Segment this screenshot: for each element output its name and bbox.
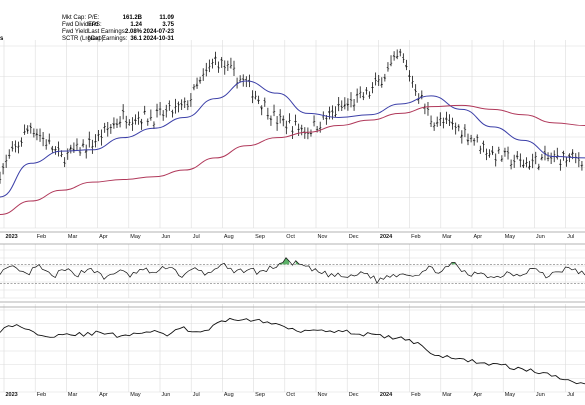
stat-label-fwd-yield: Fwd Yield: <box>62 29 90 36</box>
stat-value-last-earnings: 2024-07-23 <box>128 29 174 36</box>
x-axis-ticks: 2023 Feb Mar Apr May Jun Jul Aug Sep Oct Nov Dec 202… <box>6 234 575 398</box>
x-tick-label: Apr <box>99 392 108 398</box>
stat-label-last-earnings: Last Earnings: <box>88 29 126 36</box>
x-tick-label: Jul <box>193 392 200 398</box>
x-tick-label: Apr <box>99 234 108 240</box>
x-tick-label: Feb <box>37 234 46 240</box>
x-tick-label: Mar <box>68 234 78 240</box>
grid-layer <box>0 40 585 392</box>
stat-label-pe: P/E: <box>88 15 99 22</box>
moving-average-long-line <box>0 105 585 214</box>
stat-label-mktcap: Mkt Cap: <box>62 15 86 22</box>
x-tick-label: May <box>505 234 516 240</box>
x-tick-label: May <box>130 234 141 240</box>
x-tick-label: Nov <box>318 392 328 398</box>
x-tick-label: Jun <box>162 392 171 398</box>
x-tick-label: Mar <box>442 234 452 240</box>
x-tick-label: Feb <box>411 392 420 398</box>
x-tick-label: Aug <box>224 234 234 240</box>
x-tick-label: Jun <box>536 234 545 240</box>
x-tick-label: Mar <box>68 392 78 398</box>
price-panel <box>0 49 585 215</box>
oscillator-line <box>0 258 585 284</box>
x-tick-label: Aug <box>224 392 234 398</box>
x-tick-label: Oct <box>286 234 295 240</box>
x-tick-label: Dec <box>349 392 359 398</box>
x-tick-label: 2024 <box>380 392 393 398</box>
x-tick-label: Sep <box>255 392 265 398</box>
x-tick-label: 2023 <box>6 234 18 240</box>
x-tick-label: Feb <box>37 392 46 398</box>
x-tick-label: Nov <box>318 234 328 240</box>
stat-label-next-earnings: Next Earnings: <box>88 36 127 43</box>
x-tick-label: Sep <box>255 234 265 240</box>
cut-off-label: s <box>0 36 3 43</box>
x-tick-label: 2024 <box>380 234 393 240</box>
stat-value-eps: 3.75 <box>128 22 174 29</box>
x-tick-label: Jul <box>193 234 200 240</box>
x-tick-label: Jun <box>536 392 545 398</box>
x-tick-label: Mar <box>442 392 452 398</box>
x-tick-label: Apr <box>474 392 483 398</box>
oscillator-panel <box>0 258 585 284</box>
x-tick-label: Dec <box>349 234 359 240</box>
x-tick-label: May <box>505 392 516 398</box>
stat-value-next-earnings: 2024-10-31 <box>128 36 174 43</box>
x-tick-label: Feb <box>411 234 420 240</box>
x-tick-label: Jul <box>567 234 574 240</box>
x-tick-label: Oct <box>286 392 295 398</box>
stat-label-eps: EPS: <box>88 22 102 29</box>
x-tick-label: May <box>130 392 141 398</box>
x-tick-label: Apr <box>474 234 483 240</box>
x-tick-label: Jul <box>567 392 574 398</box>
x-tick-label: 2023 <box>6 392 18 398</box>
x-tick-label: Jun <box>162 234 171 240</box>
stat-value-pe: 11.09 <box>128 15 174 22</box>
